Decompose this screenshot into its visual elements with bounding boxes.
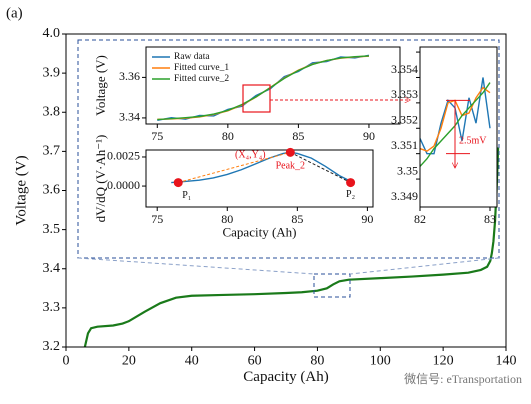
y-tick-label: 3.7 — [43, 144, 61, 159]
zoom-connector — [349, 257, 500, 275]
connector — [178, 151, 291, 184]
key-point — [173, 178, 183, 188]
panel-label: (a) — [6, 5, 23, 21]
line-series — [83, 147, 500, 347]
x-tick-label: 90 — [363, 129, 375, 143]
x-tick-label: 20 — [122, 354, 136, 369]
chart: 75 80 85 90 0.0000 0.0025 Capacity (Ah) dV/dQ (… — [93, 135, 374, 239]
key-point — [346, 178, 356, 188]
x-tick-label: 75 — [151, 129, 163, 143]
x-tick-label: 100 — [370, 354, 391, 369]
x-tick-label: 85 — [292, 129, 304, 143]
x-tick-label: 85 — [291, 212, 303, 226]
annotation: 2.5mV — [459, 135, 487, 146]
y-tick-label: 3.4 — [43, 261, 61, 276]
y-tick-label: 3.354 — [391, 62, 418, 76]
x-tick-label: 0 — [63, 354, 70, 369]
zoom-region — [313, 273, 351, 298]
x-tick-label: 75 — [151, 212, 163, 226]
annotation: (X₄,Y₄) — [235, 150, 266, 161]
y-tick-label: 3.2 — [43, 339, 61, 354]
axes-frame — [419, 46, 498, 208]
y-tick-label: 3.34 — [119, 110, 140, 124]
x-tick-label: 80 — [221, 212, 233, 226]
y-tick-label: 3.352 — [391, 113, 418, 127]
x-axis-label: Capacity (Ah) — [222, 224, 296, 239]
y-axis-label: Voltage (V) — [13, 155, 29, 225]
y-tick-label: 3.353 — [391, 87, 418, 101]
x-tick-label: 82 — [414, 212, 426, 226]
legend-label: Raw data — [174, 52, 210, 62]
watermark: 微信号: eTransportation — [404, 372, 522, 386]
y-axis-label: Voltage (V) — [93, 55, 108, 116]
x-tick-label: 80 — [222, 129, 234, 143]
legend-label: Fitted curve_2 — [174, 74, 229, 84]
y-tick-label: 0.0000 — [107, 178, 140, 192]
y-tick-label: 3.35 — [397, 163, 418, 177]
legend-label: Fitted curve_1 — [174, 63, 229, 73]
line-series — [171, 151, 354, 184]
x-tick-label: 83 — [484, 212, 496, 226]
connector — [290, 151, 351, 184]
x-tick-label: 120 — [433, 354, 454, 369]
plot-background — [146, 150, 373, 207]
y-tick-label: 3.5 — [43, 222, 61, 237]
y-tick-label: 3.349 — [391, 189, 418, 203]
y-tick-label: 3.36 — [119, 69, 140, 83]
axes-frame — [145, 46, 401, 125]
y-tick-label: 3.351 — [391, 138, 418, 152]
chart: 0 20 40 60 80 100 120 140 3.2 3.3 3.4 3.5 3.6 3.7 3.8 3… — [13, 26, 516, 385]
x-tick-label: 80 — [310, 354, 324, 369]
point-label: P₁ — [182, 190, 191, 201]
y-axis-label: dV/dQ (V·Ah⁻¹) — [93, 135, 108, 223]
y-tick-label: 3.6 — [43, 183, 61, 198]
x-axis-label: Capacity (Ah) — [243, 369, 328, 385]
point-label: P₂ — [346, 189, 355, 200]
axes-frame — [145, 149, 374, 208]
zoom-connector — [77, 257, 315, 275]
x-tick-label: 140 — [496, 354, 517, 369]
chart: 82 83 3.349 3.35 3.351 3.352 3.353 3.354 2.5mV — [391, 46, 498, 226]
line-series — [157, 55, 370, 121]
zoom-frame — [77, 39, 500, 259]
y-tick-label: 3.8 — [43, 104, 61, 119]
key-point — [285, 147, 295, 157]
point-label: Peak_2 — [276, 161, 305, 172]
y-tick-label: 3.3 — [43, 300, 61, 315]
y-tick-label: 0.0025 — [107, 149, 140, 163]
x-tick-label: 60 — [248, 354, 262, 369]
y-tick-label: 3.9 — [43, 65, 61, 80]
y-tick-label: 4.0 — [43, 26, 61, 41]
zoom-box — [242, 84, 271, 113]
x-tick-label: 90 — [361, 212, 373, 226]
charts: 0 20 40 60 80 100 120 140 3.2 3.3 3.4 3.5 3.6 3.7 3.8 3… — [13, 26, 516, 385]
x-tick-label: 40 — [185, 354, 199, 369]
